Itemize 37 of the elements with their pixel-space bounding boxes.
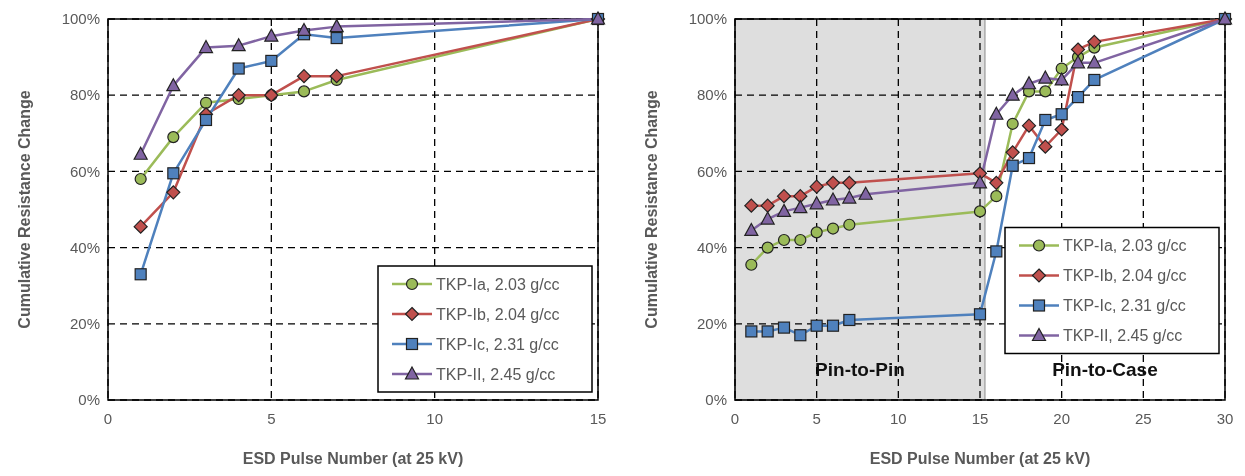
legend-label: TKP-Ic, 2.31 g/cc bbox=[436, 335, 559, 353]
legend-label: TKP-II, 2.45 g/cc bbox=[1063, 327, 1183, 345]
x-tick-label: 0 bbox=[103, 410, 113, 427]
x-tick-label: 5 bbox=[812, 410, 821, 427]
x-tick-label: 25 bbox=[1134, 410, 1152, 427]
annotation: Pin-to-Case bbox=[1052, 359, 1158, 380]
y-tick-label: 0% bbox=[78, 391, 100, 409]
y-tick-label: 40% bbox=[696, 238, 727, 256]
x-tick-label: 10 bbox=[426, 410, 444, 427]
x-axis-title: ESD Pulse Number (at 25 kV) bbox=[242, 450, 464, 467]
legend-label: TKP-Ic, 2.31 g/cc bbox=[1063, 297, 1186, 315]
x-tick-label: 0 bbox=[730, 410, 740, 427]
x-tick-label: 20 bbox=[1053, 410, 1071, 427]
legend-label: TKP-Ib, 2.04 g/cc bbox=[436, 305, 560, 323]
y-tick-label: 0% bbox=[705, 391, 727, 409]
legend-label: TKP-Ib, 2.04 g/cc bbox=[1063, 267, 1187, 285]
y-tick-label: 80% bbox=[696, 86, 727, 104]
x-tick-label: 15 bbox=[971, 410, 989, 427]
legend-label: TKP-II, 2.45 g/cc bbox=[436, 365, 556, 383]
y-axis-title: Cumulative Resistance Change bbox=[16, 90, 33, 329]
band-label: Pin-to-Pin bbox=[815, 359, 905, 380]
x-tick-label: 30 bbox=[1216, 410, 1234, 427]
y-tick-label: 100% bbox=[688, 10, 727, 28]
legend-label: TKP-Ia, 2.03 g/cc bbox=[1063, 237, 1187, 255]
y-axis-title: Cumulative Resistance Change bbox=[643, 90, 660, 329]
y-tick-label: 80% bbox=[69, 86, 100, 104]
y-tick-label: 40% bbox=[69, 238, 100, 256]
y-tick-label: 20% bbox=[69, 315, 100, 333]
x-tick-label: 15 bbox=[589, 410, 607, 427]
x-axis-title: ESD Pulse Number (at 25 kV) bbox=[869, 450, 1091, 467]
x-tick-label: 5 bbox=[267, 410, 276, 427]
legend-label: TKP-Ia, 2.03 g/cc bbox=[436, 275, 560, 293]
y-tick-label: 20% bbox=[696, 315, 727, 333]
y-tick-label: 60% bbox=[69, 162, 100, 180]
y-tick-label: 100% bbox=[61, 10, 100, 28]
y-tick-label: 60% bbox=[696, 162, 727, 180]
x-tick-label: 10 bbox=[889, 410, 907, 427]
